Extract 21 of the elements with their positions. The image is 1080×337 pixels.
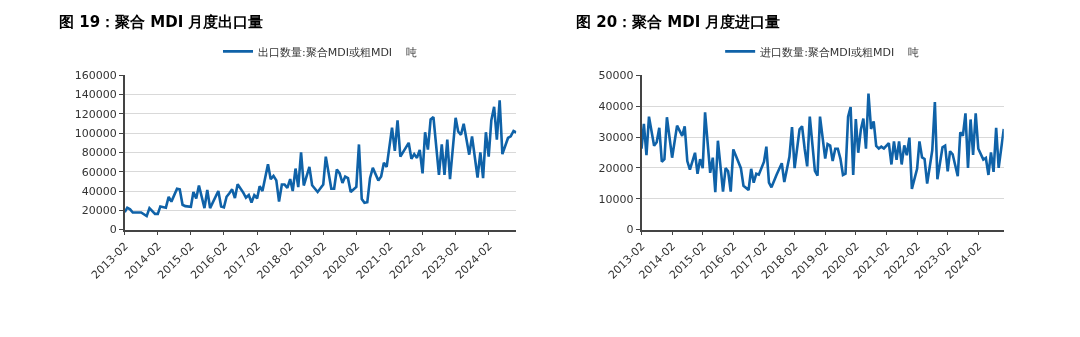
y-tick-label: 120000 [74, 107, 117, 121]
y-tick-label: 140000 [74, 88, 117, 102]
chart-title: 图 20：聚合 MDI 月度进口量 [576, 13, 781, 31]
y-tick-label: 80000 [81, 146, 117, 160]
y-tick-label: 0 [626, 223, 634, 237]
y-tick-label: 20000 [81, 204, 117, 218]
y-tick-label: 30000 [598, 130, 634, 144]
y-tick-label: 40000 [598, 100, 634, 114]
legend-label: 出口数量:聚合MDI或粗MDI 吨 [257, 45, 418, 59]
y-tick-label: 60000 [81, 165, 117, 179]
y-tick-label: 50000 [598, 69, 634, 83]
y-tick-label: 20000 [598, 161, 634, 175]
legend-label: 进口数量:聚合MDI或粗MDI 吨 [760, 45, 920, 59]
y-tick-label: 100000 [74, 127, 117, 141]
chart-title: 图 19：聚合 MDI 月度出口量 [59, 13, 264, 31]
y-tick-label: 0 [109, 223, 117, 237]
y-tick-label: 40000 [81, 184, 117, 198]
line-series [641, 92, 1004, 194]
line-series [124, 99, 517, 218]
y-tick-label: 10000 [598, 192, 634, 206]
y-tick-label: 160000 [74, 69, 117, 83]
